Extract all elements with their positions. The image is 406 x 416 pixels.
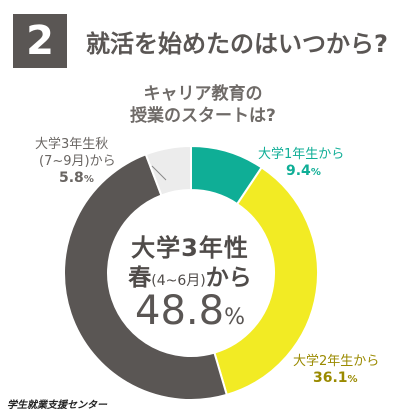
center-value: 48.8% xyxy=(110,288,270,334)
center-label-months: (4~6月) xyxy=(151,273,206,289)
section-number: 2 xyxy=(26,18,54,64)
section-number-badge: 2 xyxy=(13,14,67,68)
label-year2-number: 36.1 xyxy=(313,370,348,386)
center-label-line1: 大学3年性 xyxy=(131,234,249,262)
label-year3-autumn-number: 5.8 xyxy=(59,170,84,186)
label-year3-autumn-value: 5.8% xyxy=(35,170,116,188)
center-value-number: 48.8 xyxy=(135,288,225,334)
label-year3-autumn: 大学3年生秋 (7~9月)から 5.8% xyxy=(35,136,116,188)
label-year1-number: 9.4 xyxy=(286,163,311,179)
slice-year3-spring xyxy=(63,153,229,401)
center-label-line2: 春(4~6月)から xyxy=(110,258,270,292)
chart-title-line-1: キャリア教育の xyxy=(143,84,263,104)
source-credit: 学生就業支援センター xyxy=(7,400,107,411)
slice-year3-autumn xyxy=(144,144,192,197)
label-year2-text: 大学2年生から xyxy=(293,354,380,369)
label-year3-autumn-line1: 大学3年生秋 xyxy=(35,137,109,152)
label-year1-value: 9.4% xyxy=(258,163,344,181)
label-year1-unit: % xyxy=(310,167,321,178)
label-year1: 大学1年生から 9.4% xyxy=(258,146,344,181)
leader-line-autumn xyxy=(151,165,167,181)
label-year3-autumn-line2: (7~9月)から xyxy=(39,154,116,169)
label-year2: 大学2年生から 36.1% xyxy=(293,353,379,388)
page-title: 就活を始めたのはいつから? xyxy=(86,30,388,58)
label-year1-text: 大学1年生から xyxy=(258,147,345,162)
chart-title-line-2: 授業のスタートは? xyxy=(130,106,276,126)
label-year2-unit: % xyxy=(347,374,358,385)
center-label-spring: 春 xyxy=(128,265,152,291)
center-label-from: から xyxy=(205,265,252,291)
label-year2-value: 36.1% xyxy=(293,370,379,388)
label-year3-autumn-unit: % xyxy=(83,174,94,185)
slice-year2 xyxy=(213,166,319,397)
center-value-unit: % xyxy=(224,305,245,330)
